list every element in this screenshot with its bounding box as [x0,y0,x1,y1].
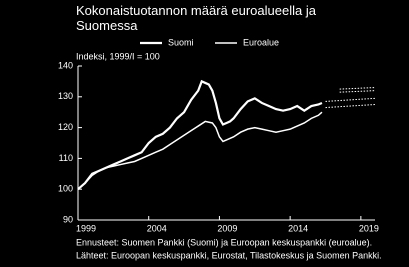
forecast-line [325,104,376,109]
legend-label: Euroalue [243,37,279,47]
series-line [77,111,323,190]
x-tick-label: 2014 [288,223,308,233]
forecast-line [339,90,376,93]
y-tick-label: 110 [59,153,73,163]
x-tick-label: 1999 [76,223,96,233]
series-line [77,79,323,191]
x-tick-label: 2019 [359,223,379,233]
subtitle: Indeksi, 1999/I = 100 [76,51,160,61]
x-tick-label: 2004 [147,223,167,233]
forecast-line [339,87,376,90]
y-tick-label: 90 [63,214,73,224]
legend-label: Suomi [168,37,194,47]
note: Lähteet: Euroopan keskuspankki, Eurostat… [76,250,382,260]
chart-title: Kokonaistuotannon määrä euroalueella ja … [76,3,316,33]
y-tick-label: 120 [58,122,73,132]
y-tick-label: 140 [58,60,73,70]
x-tick-label: 2009 [217,223,237,233]
forecast-line [325,97,376,102]
y-tick-label: 100 [58,184,73,194]
note: Ennusteet: Suomen Pankki (Suomi) ja Euro… [76,237,372,247]
y-tick-label: 130 [58,91,73,101]
